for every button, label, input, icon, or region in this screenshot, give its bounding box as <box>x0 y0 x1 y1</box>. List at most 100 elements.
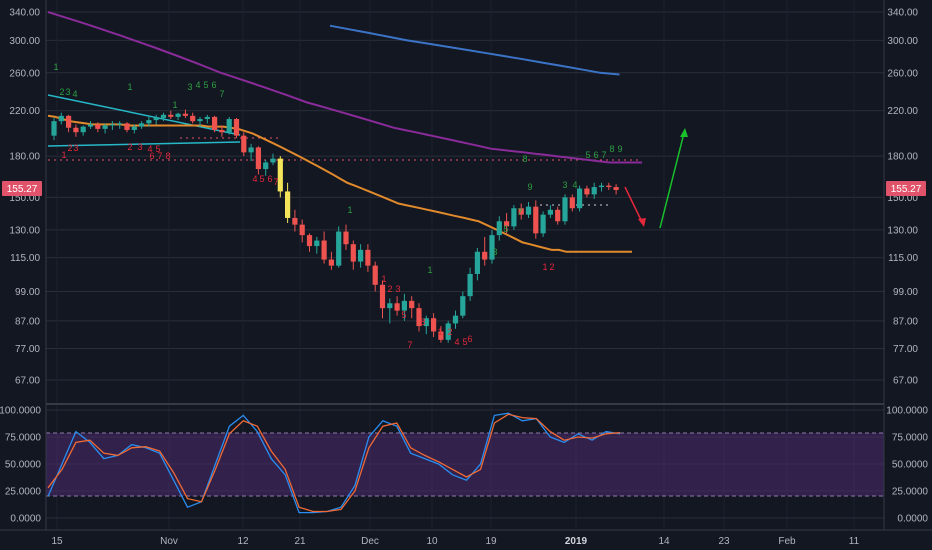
candle-body <box>379 284 386 309</box>
candle-body <box>511 208 517 227</box>
candle-body <box>401 300 407 311</box>
candle-body <box>233 119 240 136</box>
td-sell-count: 1 <box>381 274 386 284</box>
td-buy-count: 4 <box>195 80 200 90</box>
candle-body <box>467 273 473 297</box>
td-buy-count: 8 <box>609 144 614 154</box>
candle-body <box>160 114 167 118</box>
candle-body <box>51 121 57 136</box>
candle-body <box>204 116 210 120</box>
td-buy-count: 1 <box>172 100 177 110</box>
candle-body <box>241 135 247 153</box>
price-tick-label: 340.00 <box>887 8 918 19</box>
candle-body <box>496 221 502 236</box>
candle-body <box>452 315 459 324</box>
td-buy-count: 1 <box>347 205 352 215</box>
candle-body <box>525 206 532 215</box>
td-buy-count: 4 <box>72 89 77 99</box>
td-buy-count: 7 <box>219 89 224 99</box>
candle-body <box>358 249 364 262</box>
price-tick-label-left: 340.00 <box>9 8 40 19</box>
td-sell-count: 6 <box>149 151 154 161</box>
candle-body <box>102 125 108 129</box>
td-sell-count: 4 <box>454 337 459 347</box>
time-tick-label: 12 <box>237 536 249 547</box>
candle-body <box>197 119 203 122</box>
stoch-tick-label: 75.0000 <box>892 433 929 444</box>
arrow-down-red <box>624 186 646 227</box>
candle-body <box>219 129 225 133</box>
td-buy-count: 1 <box>53 62 58 72</box>
candle-body <box>482 251 488 260</box>
candle-body <box>109 124 115 126</box>
price-tick-label: 99.00 <box>893 287 918 298</box>
td-sell-count: 4 <box>252 174 257 184</box>
candle-body <box>124 123 130 130</box>
stoch-tick-label: 100.0000 <box>886 406 928 417</box>
td-buy-count: 2 <box>59 87 64 97</box>
td-sell-count: 2 <box>447 327 452 337</box>
td-sell-count: 7 <box>157 151 162 161</box>
sma-blue-line <box>329 24 620 76</box>
td-buy-count: 5 <box>203 80 208 90</box>
candle-body <box>555 209 561 222</box>
td-buy-count: 3 <box>187 82 192 92</box>
candle-body <box>95 124 101 129</box>
td-buy-count: 6 <box>593 150 598 160</box>
td-sell-count: 4 <box>147 144 152 154</box>
price-tick-label-left: 115.00 <box>10 253 40 264</box>
candle-body <box>350 244 356 262</box>
td-sell-count: 2 <box>387 284 392 294</box>
candle-body <box>416 308 422 327</box>
td-buy-count: 9 <box>527 182 532 192</box>
price-tick-label: 115.00 <box>888 253 918 264</box>
price-tick-label: 260.00 <box>887 68 918 79</box>
time-tick-label: 14 <box>658 536 670 547</box>
candle-body <box>598 185 605 188</box>
price-tick-label-left: 150.00 <box>9 193 40 204</box>
candle-body <box>87 124 94 127</box>
candle-body <box>584 188 590 195</box>
candle-body <box>285 191 291 218</box>
candle-body <box>336 231 342 266</box>
td-buy-count: 5 <box>503 224 508 234</box>
support-trendline <box>47 141 241 147</box>
sma-purple-line <box>47 11 642 164</box>
price-tick-label: 77.00 <box>893 344 918 355</box>
td-buy-count: 6 <box>211 80 216 90</box>
candle-body <box>146 120 152 124</box>
candle-body <box>569 197 575 209</box>
price-tick-label: 220.00 <box>887 106 918 117</box>
time-tick-label: 11 <box>849 536 860 547</box>
time-tick-label: 15 <box>51 536 63 547</box>
price-tick-label-left: 87.00 <box>15 316 40 327</box>
td-sell-count: 2 <box>127 142 132 152</box>
candle-body <box>321 240 327 260</box>
time-tick-label: 2019 <box>565 536 588 547</box>
candle-body <box>182 113 188 116</box>
td-sell-count: 6 <box>267 174 272 184</box>
candle-body <box>131 126 137 130</box>
candle-body <box>58 115 64 122</box>
price-tick-label-left: 67.00 <box>15 376 40 387</box>
time-tick-label: Nov <box>160 536 178 547</box>
last-price-label-left: 155.27 <box>2 181 42 196</box>
candle-body <box>80 126 86 133</box>
stoch-tick-label-left: 100.0000 <box>0 406 41 417</box>
price-tick-label-left: 260.00 <box>9 68 40 79</box>
candle-body <box>489 235 495 260</box>
candle-body <box>423 318 429 327</box>
td-sell-count: 5 <box>401 310 406 320</box>
candle-body <box>139 123 145 127</box>
svg-text:155.27: 155.27 <box>7 184 38 195</box>
td-sell-count: 7 <box>407 340 412 350</box>
candle-body <box>518 208 524 215</box>
td-sell-count: 2 <box>549 262 554 272</box>
candle-body <box>387 303 393 309</box>
candle-body <box>394 303 400 311</box>
time-tick-label: Dec <box>361 536 379 547</box>
price-tick-label: 300.00 <box>887 36 918 47</box>
td-sell-count: 3 <box>137 142 142 152</box>
